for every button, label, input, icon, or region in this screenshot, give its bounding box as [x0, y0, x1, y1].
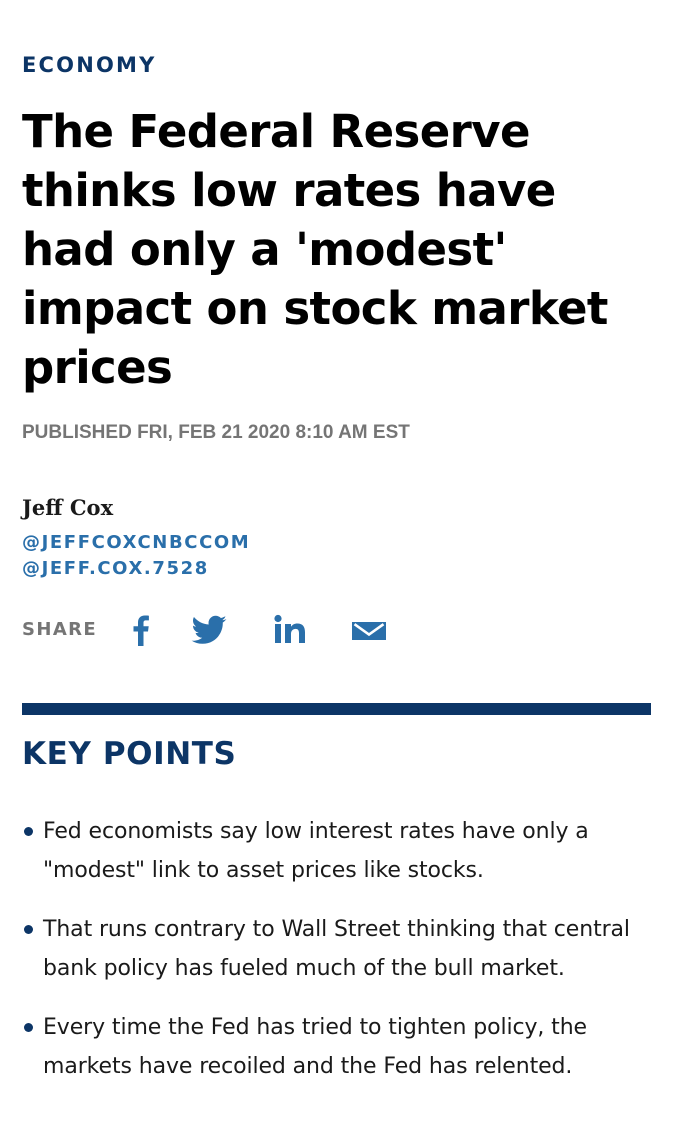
share-label: SHARE	[22, 619, 98, 640]
share-email-button[interactable]	[350, 608, 388, 652]
key-points-heading: KEY POINTS	[22, 736, 237, 772]
linkedin-icon	[274, 614, 305, 643]
bullet-icon	[24, 827, 33, 836]
email-icon	[352, 622, 386, 640]
published-timestamp: PUBLISHED FRI, FEB 21 2020 8:10 AM EST	[22, 422, 410, 443]
list-item: Fed economists say low interest rates ha…	[22, 812, 652, 890]
key-point-text: Fed economists say low interest rates ha…	[43, 819, 589, 883]
bullet-icon	[24, 925, 33, 934]
key-points-list: Fed economists say low interest rates ha…	[22, 812, 652, 1106]
share-linkedin-button[interactable]	[272, 608, 310, 652]
author-twitter-handle-link[interactable]: @JEFFCOXCNBCCOM	[22, 532, 251, 553]
twitter-icon	[191, 615, 227, 644]
section-link-economy[interactable]: ECONOMY	[22, 53, 157, 77]
key-point-text: Every time the Fed has tried to tighten …	[43, 1015, 587, 1079]
article-headline: The Federal Reserve thinks low rates hav…	[22, 105, 608, 394]
author-name: Jeff Cox	[22, 495, 114, 520]
section-divider	[22, 703, 651, 715]
share-bar: SHARE	[22, 608, 422, 652]
list-item: Every time the Fed has tried to tighten …	[22, 1008, 652, 1086]
bullet-icon	[24, 1023, 33, 1032]
author-facebook-handle-link[interactable]: @JEFF.COX.7528	[22, 558, 209, 579]
share-twitter-button[interactable]	[190, 608, 228, 652]
list-item: That runs contrary to Wall Street thinki…	[22, 910, 652, 988]
key-point-text: That runs contrary to Wall Street thinki…	[43, 917, 630, 981]
share-facebook-button[interactable]	[128, 608, 152, 652]
facebook-icon	[133, 615, 149, 646]
